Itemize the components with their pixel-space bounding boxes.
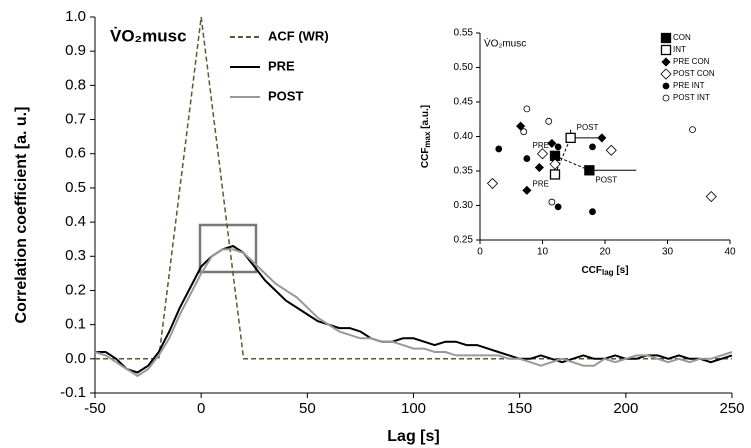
x-tick-label: 0 [197, 400, 205, 417]
marker [554, 203, 562, 211]
y-tick-label: 0.6 [65, 145, 86, 162]
axis-label-part: CCF [420, 148, 431, 169]
axis-label-subscript: max [423, 131, 432, 148]
x-tick-label: 150 [507, 400, 532, 417]
y-tick-label: 0.3 [65, 247, 86, 264]
legend-label: INT [673, 45, 686, 54]
y-tick-label: 0.50 [454, 62, 474, 73]
legend-marker [662, 82, 670, 90]
x-tick-label: 30 [662, 247, 674, 258]
y-tick-label: 0.4 [65, 213, 86, 230]
x-axis-label: Lag [s] [387, 428, 439, 445]
point-label: POST [595, 175, 617, 184]
y-tick-label: 0.40 [454, 131, 474, 142]
legend-label: POST [268, 88, 303, 103]
legend-marker [660, 68, 672, 80]
y-tick-label: 1.0 [65, 8, 86, 25]
legend-label: PRE CON [673, 57, 710, 66]
connector [554, 137, 572, 175]
series-line [94, 248, 733, 378]
marker [495, 145, 503, 153]
point-label: PRE [533, 180, 549, 189]
legend-label: PRE [268, 58, 295, 73]
chart-title: V̇O₂musc [110, 26, 187, 45]
y-tick-label: 0.55 [454, 28, 474, 39]
y-tick-label: 0.2 [65, 281, 86, 298]
marker [522, 185, 532, 195]
y-tick-label: 0.45 [454, 97, 474, 108]
marker [548, 198, 556, 206]
marker [520, 128, 528, 136]
axis-label: CCFlag [s] [581, 265, 628, 277]
marker [589, 143, 596, 151]
marker [516, 121, 526, 131]
marker [549, 169, 561, 180]
marker [549, 158, 561, 170]
legend-label: PRE INT [673, 81, 705, 90]
axis-label-part: [a.u.] [420, 105, 431, 132]
x-tick-label: 40 [724, 247, 736, 258]
marker [534, 162, 544, 173]
marker [689, 126, 696, 134]
legend-marker [660, 32, 672, 44]
legend-label: POST INT [673, 93, 710, 102]
y-tick-label: 0.0 [65, 350, 86, 367]
y-tick-label: 0.7 [65, 111, 86, 128]
axis-label-part: CCF [581, 265, 602, 276]
y-tick-label: 0.8 [65, 76, 86, 93]
marker [597, 133, 607, 143]
y-axis-label: Correlation coefficient [a. u.] [13, 107, 30, 324]
y-tick-label: 0.5 [65, 179, 86, 196]
marker [547, 138, 557, 148]
marker [589, 208, 596, 216]
axis-label-part: [s] [614, 265, 629, 276]
marker [705, 190, 717, 203]
marker [605, 144, 617, 156]
x-tick-label: 10 [537, 247, 549, 258]
point-label: POST [577, 123, 599, 132]
y-tick-label: 0.30 [454, 200, 474, 211]
y-tick-label: 0.25 [454, 235, 474, 246]
y-tick-label: 0.1 [65, 316, 86, 333]
marker [486, 177, 499, 189]
legend-label: POST CON [673, 69, 715, 78]
legend-label: ACF (WR) [268, 28, 329, 43]
x-tick-label: 200 [613, 400, 638, 417]
y-tick-label: 0.9 [65, 42, 86, 59]
inset-title: V̇O₂musc [484, 37, 526, 50]
legend-marker [660, 44, 672, 56]
highlight-box [198, 223, 258, 274]
x-tick-label: 20 [599, 247, 611, 258]
axis-label: CCFmax [a.u.] [420, 105, 432, 168]
connector [554, 155, 590, 171]
x-tick-label: 100 [401, 400, 426, 417]
axis-label-subscript: lag [602, 268, 614, 277]
marker [545, 117, 553, 125]
legend-marker [661, 57, 671, 67]
marker [523, 155, 531, 162]
y-tick-label: 0.35 [454, 166, 474, 177]
y-tick-label: -0.1 [60, 384, 86, 401]
x-tick-label: -50 [84, 400, 106, 417]
x-tick-label: 50 [299, 400, 316, 417]
x-tick-label: 0 [477, 247, 483, 258]
point-label: PRE [533, 141, 549, 150]
marker [536, 148, 549, 160]
marker [565, 132, 576, 144]
legend-label: CON [673, 33, 691, 42]
x-tick-label: 250 [719, 400, 744, 417]
marker [554, 143, 562, 151]
marker [523, 105, 531, 113]
series-line [95, 16, 732, 360]
legend-marker [662, 94, 670, 102]
marker [584, 165, 595, 176]
